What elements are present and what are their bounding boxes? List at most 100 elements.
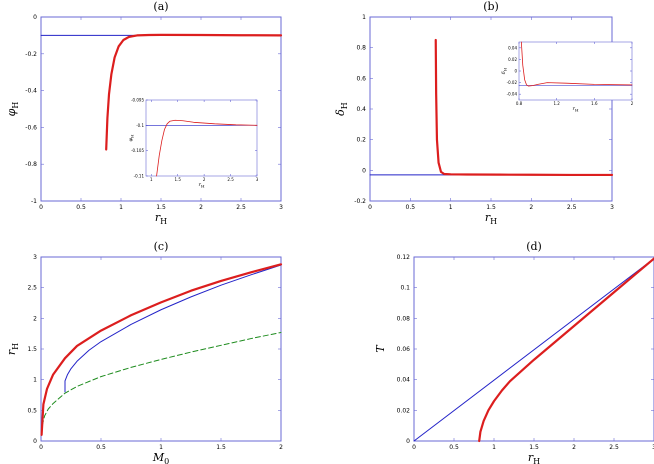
panel-b-y-tick-label: 0.8: [356, 45, 366, 52]
panel-d-y-tick-label: 0: [406, 438, 410, 445]
panel-b-inset: 0.8 1.2 1.6 2 0.04 0.02 0 -0.02 -0.04 rH δH: [501, 41, 634, 112]
panel-d-x-tick-label: 0.5: [449, 444, 459, 451]
panel-b-inset-y-axis-label: δH: [501, 67, 507, 74]
panel-c-x-tick-label: 0: [39, 444, 43, 451]
panel-c-y-axis-label: rH: [5, 343, 20, 355]
panel-b-y-tick-label: 0.6: [356, 75, 366, 82]
panel-a-inset-y-axis-label: φH: [128, 134, 134, 142]
panel-b-x-axis-label: rH: [485, 211, 497, 226]
panel-a-y-tick-label: -1: [31, 198, 37, 205]
panel-d-x-tick-label: 2.5: [609, 444, 619, 451]
panel-b-x-tick-label: 1: [449, 204, 453, 211]
panel-d-x-tick-label: 0: [412, 444, 416, 451]
panel-c-frame: [40, 256, 282, 442]
panel-a-y-tick-label: 0: [33, 14, 37, 21]
panel-a-x-tick-label: 0.5: [76, 204, 86, 211]
panel-a-x-tick-label: 2: [199, 204, 203, 211]
panel-a-y-tick-label: -0.8: [25, 161, 37, 168]
panel-c-y-tick-label: 2.5: [27, 285, 37, 292]
panel-d-x-tick-label: 2: [572, 444, 576, 451]
panel-a-inset-y-tick-label: -0.11: [134, 174, 145, 179]
chart-panel-c: 0 0.5 1 1.5 2 3 2.5 2 1.5 1 0.5 0 (c) M0 rH: [5, 240, 283, 464]
panel-a-series-line-1: [105, 33, 283, 151]
panel-b-y-tick-label: -0.2: [354, 198, 366, 205]
panel-d-y-tick-label: 0.12: [397, 254, 411, 261]
panel-a-inset-x-axis-label: rH: [199, 182, 205, 188]
panel-a-x-tick-label: 0: [39, 204, 43, 211]
panel-a-inset-frame: [145, 99, 258, 177]
panel-b-inset-frame: [518, 41, 633, 101]
chart-panel-d: 0 0.5 1 1.5 2 2.5 3 0.12 0.1 0.08 0.06 0.04 0.02 0 (d)…: [374, 240, 654, 464]
panel-c-series-line-2: [40, 263, 283, 436]
panel-b-inset-y-tick-label: -0.02: [507, 80, 518, 85]
panel-b-y-axis-label: δH: [334, 102, 349, 116]
panel-a-x-tick-label: 2.5: [236, 204, 246, 211]
panel-b-y-tick-label: 0: [362, 167, 366, 174]
panel-b-x-tick-label: 2.5: [567, 204, 577, 211]
panel-c-x-tick-label: 1.5: [216, 444, 226, 451]
panel-c-x-tick-label: 0.5: [96, 444, 106, 451]
panel-a-x-axis-label: rH: [155, 211, 167, 226]
panel-d-title: (d): [526, 240, 542, 253]
panel-a-inset: 1 1.5 2 2.5 3 -0.095 -0.1 -0.105 -0.11 rH φH: [128, 98, 259, 189]
panel-a-inset-x-tick-label: 2: [203, 177, 206, 182]
panel-a-inset-series-line-1: [156, 119, 258, 177]
panel-b-inset-x-tick-label: 2: [631, 101, 634, 106]
panel-a-title: (a): [153, 0, 168, 13]
panel-b-inset-y-tick-label: 0.04: [508, 45, 517, 50]
panel-d-y-tick-label: 0.02: [397, 407, 411, 414]
panel-b-x-tick-label: 0.5: [406, 204, 416, 211]
panel-b-inset-series-line-1: [520, 41, 633, 87]
panel-b-inset-x-tick-label: 0.8: [516, 101, 523, 106]
panel-c-y-tick-label: 1.5: [27, 346, 37, 353]
panel-a-inset-x-tick-label: 2.5: [227, 177, 234, 182]
panel-b-x-tick-label: 3: [610, 204, 614, 211]
panel-c-y-tick-label: 3: [33, 254, 37, 261]
panel-c-x-tick-label: 2: [279, 444, 283, 451]
panel-a-x-tick-label: 3: [279, 204, 283, 211]
panel-b-inset-y-tick-label: 0.02: [508, 57, 517, 62]
panel-b-inset-y-tick-label: 0: [514, 69, 517, 74]
panel-d-x-axis-label: rH: [528, 451, 540, 464]
panel-a-y-axis-label: φH: [5, 102, 20, 117]
panel-b-title: (b): [483, 0, 499, 13]
panel-b-inset-x-tick-label: 1.6: [591, 101, 598, 106]
panel-a-x-tick-label: 1: [119, 204, 123, 211]
panel-a-inset-x-tick-label: 1: [150, 177, 153, 182]
panel-c-series-line-0: [41, 331, 282, 427]
panel-b-y-tick-label: 0.2: [356, 137, 366, 144]
panel-a-y-tick-label: -0.6: [25, 124, 37, 131]
panel-d-x-tick-label: 1: [492, 444, 496, 451]
panel-a-inset-x-tick-label: 1.5: [175, 177, 182, 182]
panel-d-y-tick-label: 0.08: [397, 315, 411, 322]
panel-a-inset-y-tick-label: -0.095: [131, 98, 144, 103]
panel-a-inset-y-tick-label: -0.105: [131, 148, 144, 153]
panel-c-title: (c): [154, 240, 169, 253]
panel-b-inset-x-axis-label: rH: [573, 106, 579, 112]
panel-a-y-tick-label: -0.4: [25, 88, 37, 95]
panel-a-x-tick-label: 1.5: [156, 204, 166, 211]
panel-c-y-tick-label: 1: [33, 377, 37, 384]
panel-b-x-tick-label: 0: [368, 204, 372, 211]
panel-c-y-tick-label: 2: [33, 315, 37, 322]
panel-c-x-axis-label: M0: [152, 451, 169, 464]
panel-a-inset-x-tick-label: 3: [256, 177, 259, 182]
panel-d-y-axis-label: T: [374, 344, 387, 353]
panel-a-inset-y-tick-label: -0.1: [136, 123, 144, 128]
panel-c-x-tick-label: 1: [159, 444, 163, 451]
panel-b-series-line-1: [434, 38, 614, 177]
panel-d-y-tick-label: 0.1: [400, 285, 410, 292]
panel-d-series-line-0: [413, 258, 654, 442]
panel-b-inset-x-tick-label: 1.2: [553, 101, 560, 106]
chart-panel-a: 0 0.5 1 1.5 2 2.5 30-0.2-0.4-0.6-0.8-1(a)rHφH1…: [5, 0, 283, 226]
panel-d-series-line-1: [478, 257, 654, 443]
panel-b-y-tick-label: 1: [362, 14, 366, 21]
panel-d-y-tick-label: 0.04: [397, 377, 411, 384]
panel-d-x-tick-label: 1.5: [529, 444, 539, 451]
panel-b-x-tick-label: 2: [529, 204, 533, 211]
panel-b-inset-y-tick-label: -0.04: [507, 92, 518, 97]
panel-a-y-tick-label: -0.2: [25, 51, 37, 58]
panel-b-x-tick-label: 1.5: [486, 204, 496, 211]
